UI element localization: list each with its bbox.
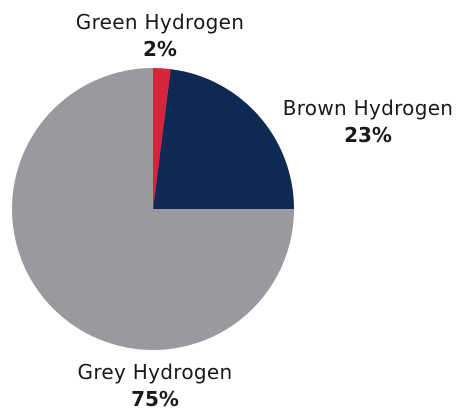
slice-label-grey-hydrogen: Grey Hydrogen 75% — [55, 362, 255, 409]
slice-value-brown-hydrogen: 23% — [270, 125, 466, 145]
slice-name-green-hydrogen: Green Hydrogen — [60, 12, 260, 32]
slice-value-grey-hydrogen: 75% — [55, 389, 255, 409]
slice-value-green-hydrogen: 2% — [60, 39, 260, 59]
slice-name-grey-hydrogen: Grey Hydrogen — [55, 362, 255, 382]
slice-label-green-hydrogen: Green Hydrogen 2% — [60, 12, 260, 59]
slice-name-brown-hydrogen: Brown Hydrogen — [270, 98, 466, 118]
slice-label-brown-hydrogen: Brown Hydrogen 23% — [270, 98, 466, 145]
